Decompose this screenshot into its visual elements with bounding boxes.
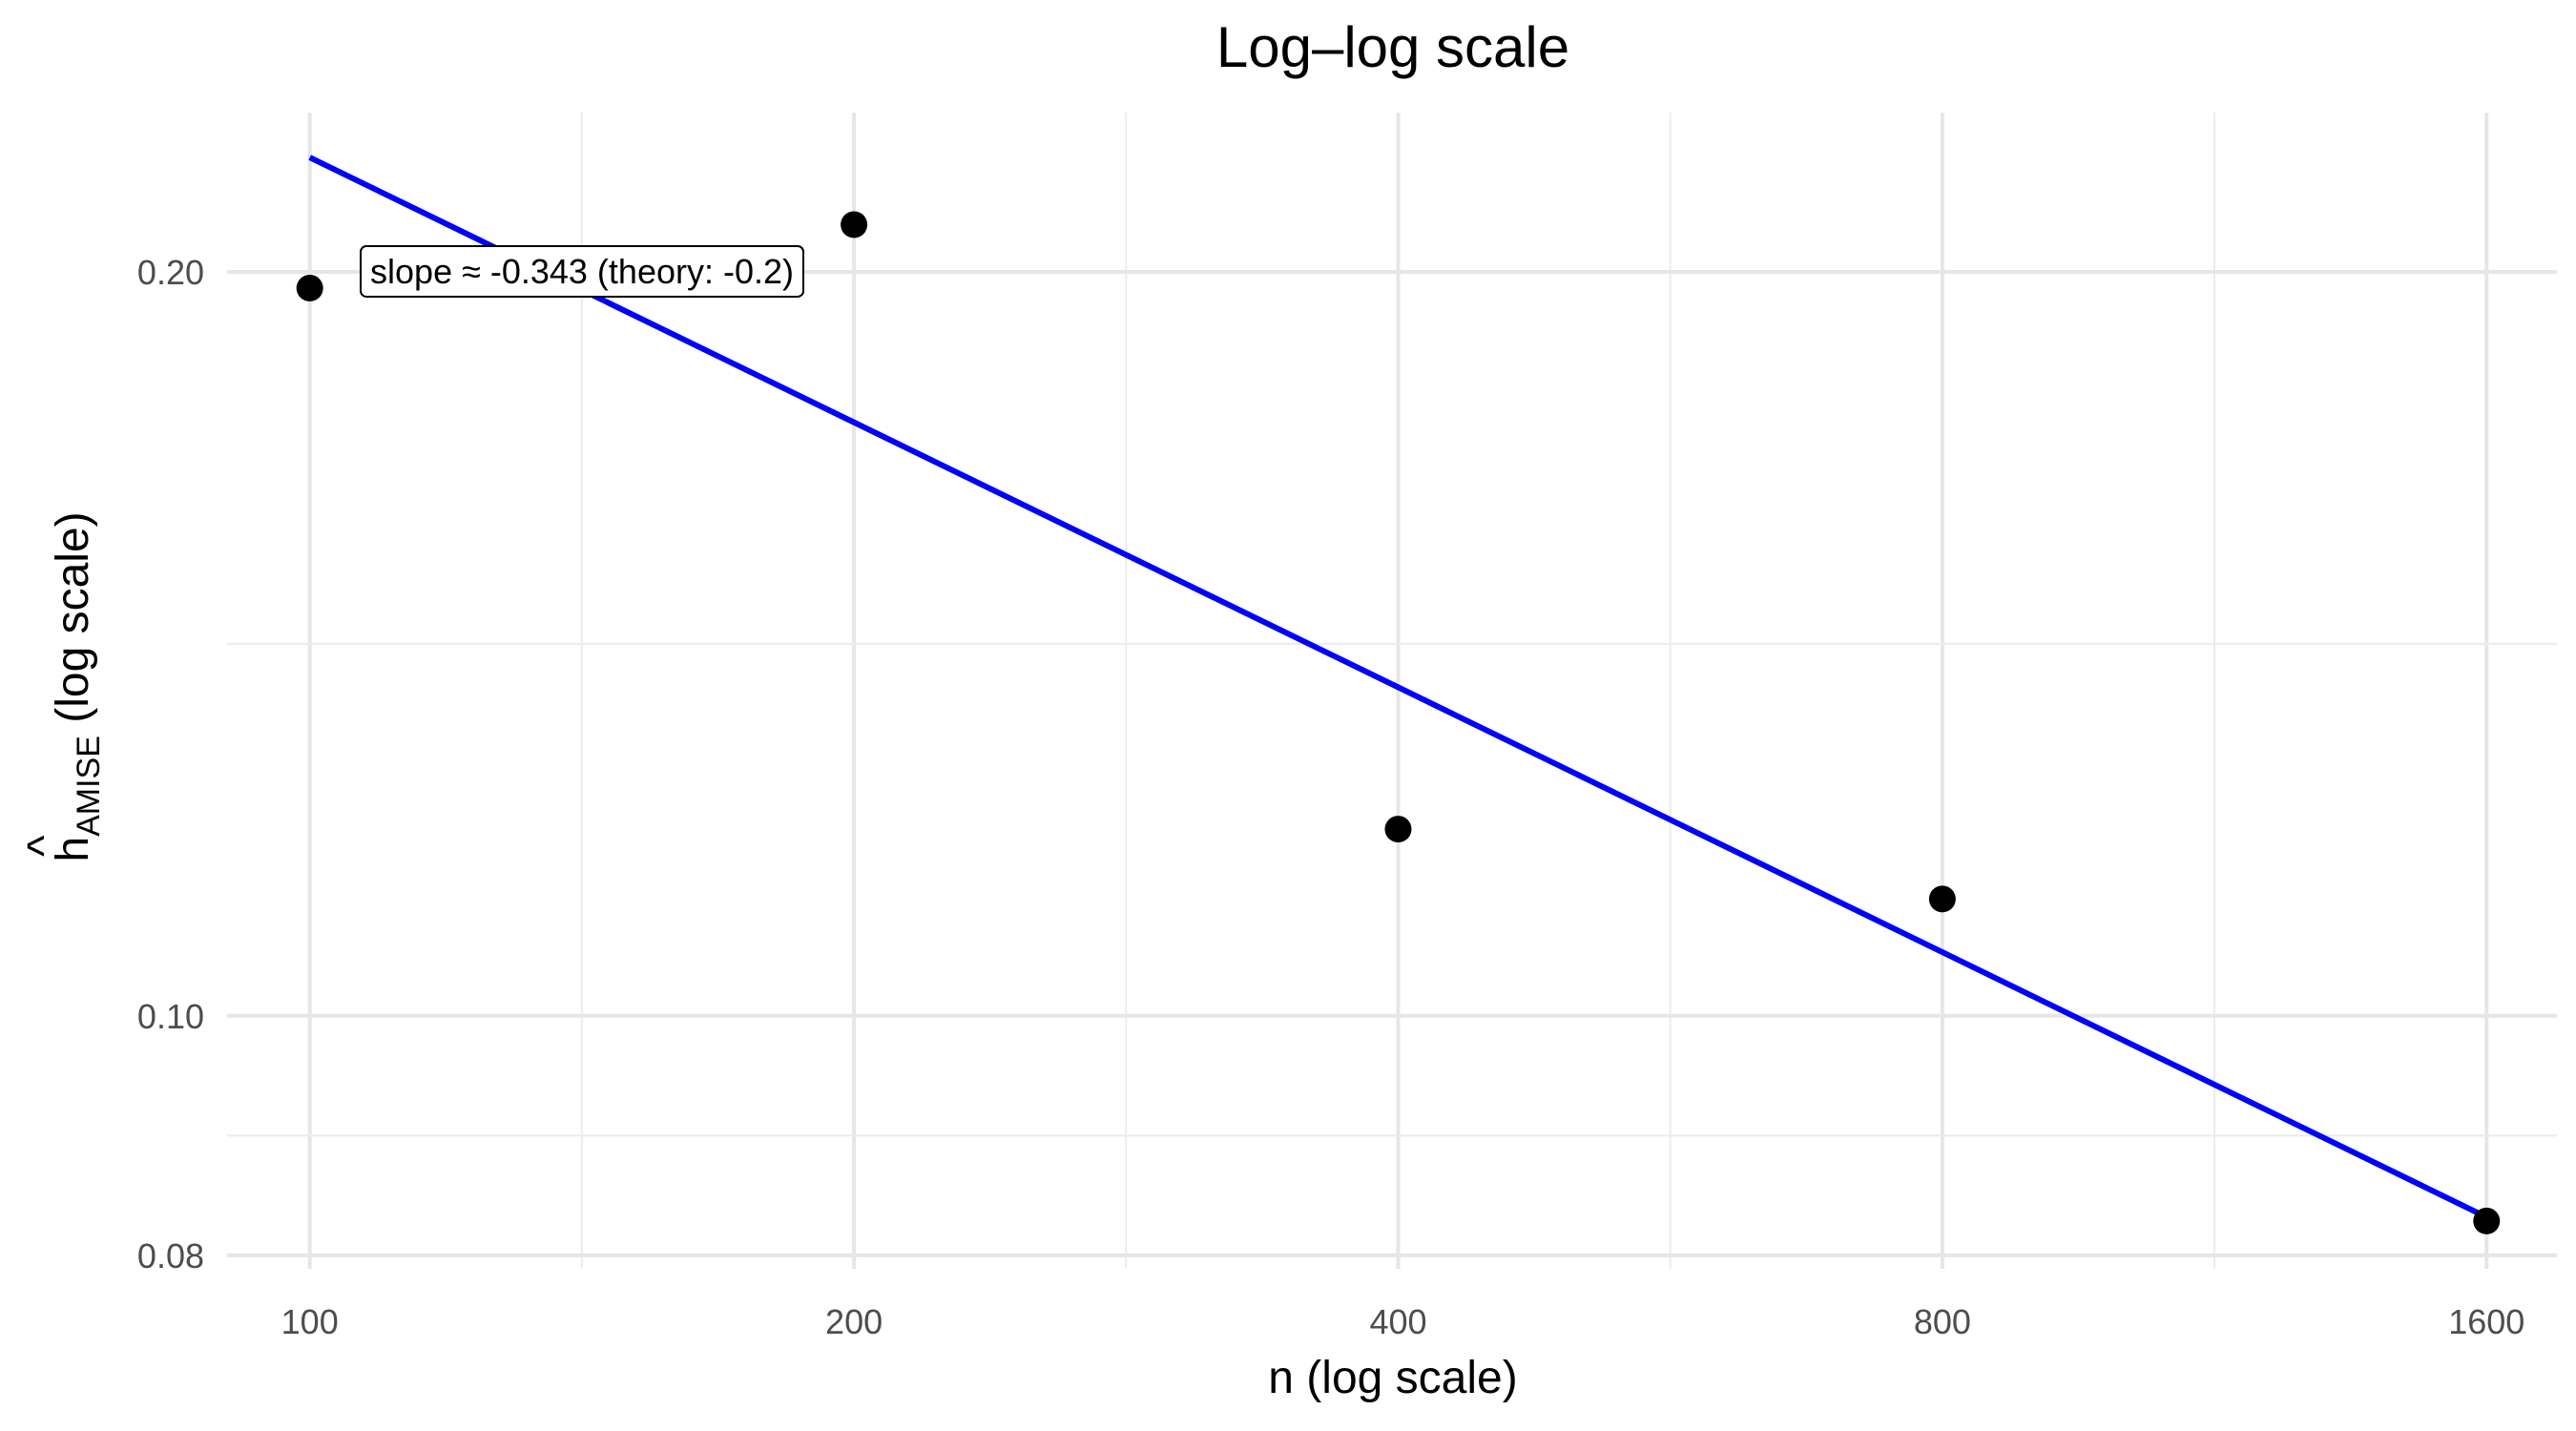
svg-text:hAMISE (log scale): hAMISE (log scale) (48, 511, 107, 861)
y-tick-label: 0.20 (137, 253, 204, 292)
data-point (296, 274, 323, 301)
x-tick-label: 200 (825, 1302, 883, 1341)
data-point (1384, 816, 1412, 843)
fit-line-group (308, 155, 2488, 1220)
y-axis-title-subscript: AMISE (71, 736, 107, 837)
data-point (841, 211, 868, 238)
x-tick-label: 800 (1914, 1302, 1971, 1341)
x-tick-label: 100 (281, 1302, 339, 1341)
annotation-label: slope ≈ -0.343 (theory: -0.2) (370, 252, 794, 291)
x-tick-label: 400 (1369, 1302, 1426, 1341)
y-axis-title-hat: ^ (19, 835, 70, 857)
fit-line (308, 155, 2488, 1220)
data-point (2473, 1207, 2501, 1234)
x-axis-title: n (log scale) (1268, 1353, 1517, 1403)
data-point (1928, 885, 1956, 913)
y-axis-title-suffix: (log scale) (48, 511, 98, 736)
x-tick-labels: 100 200 400 800 1600 (281, 1302, 2525, 1341)
chart-title: Log–log scale (1216, 15, 1569, 79)
y-axis-title-main: h (48, 837, 98, 862)
y-tick-label: 0.08 (137, 1236, 204, 1275)
y-tick-labels: 0.08 0.10 0.20 (137, 253, 204, 1275)
annotation-group: slope ≈ -0.343 (theory: -0.2) (360, 244, 805, 298)
x-tick-label: 1600 (2448, 1302, 2524, 1341)
y-tick-label: 0.10 (137, 997, 204, 1036)
y-axis-title: hAMISE (log scale) ^ (19, 511, 107, 861)
data-points (296, 211, 2501, 1234)
annotation-box (360, 244, 805, 298)
